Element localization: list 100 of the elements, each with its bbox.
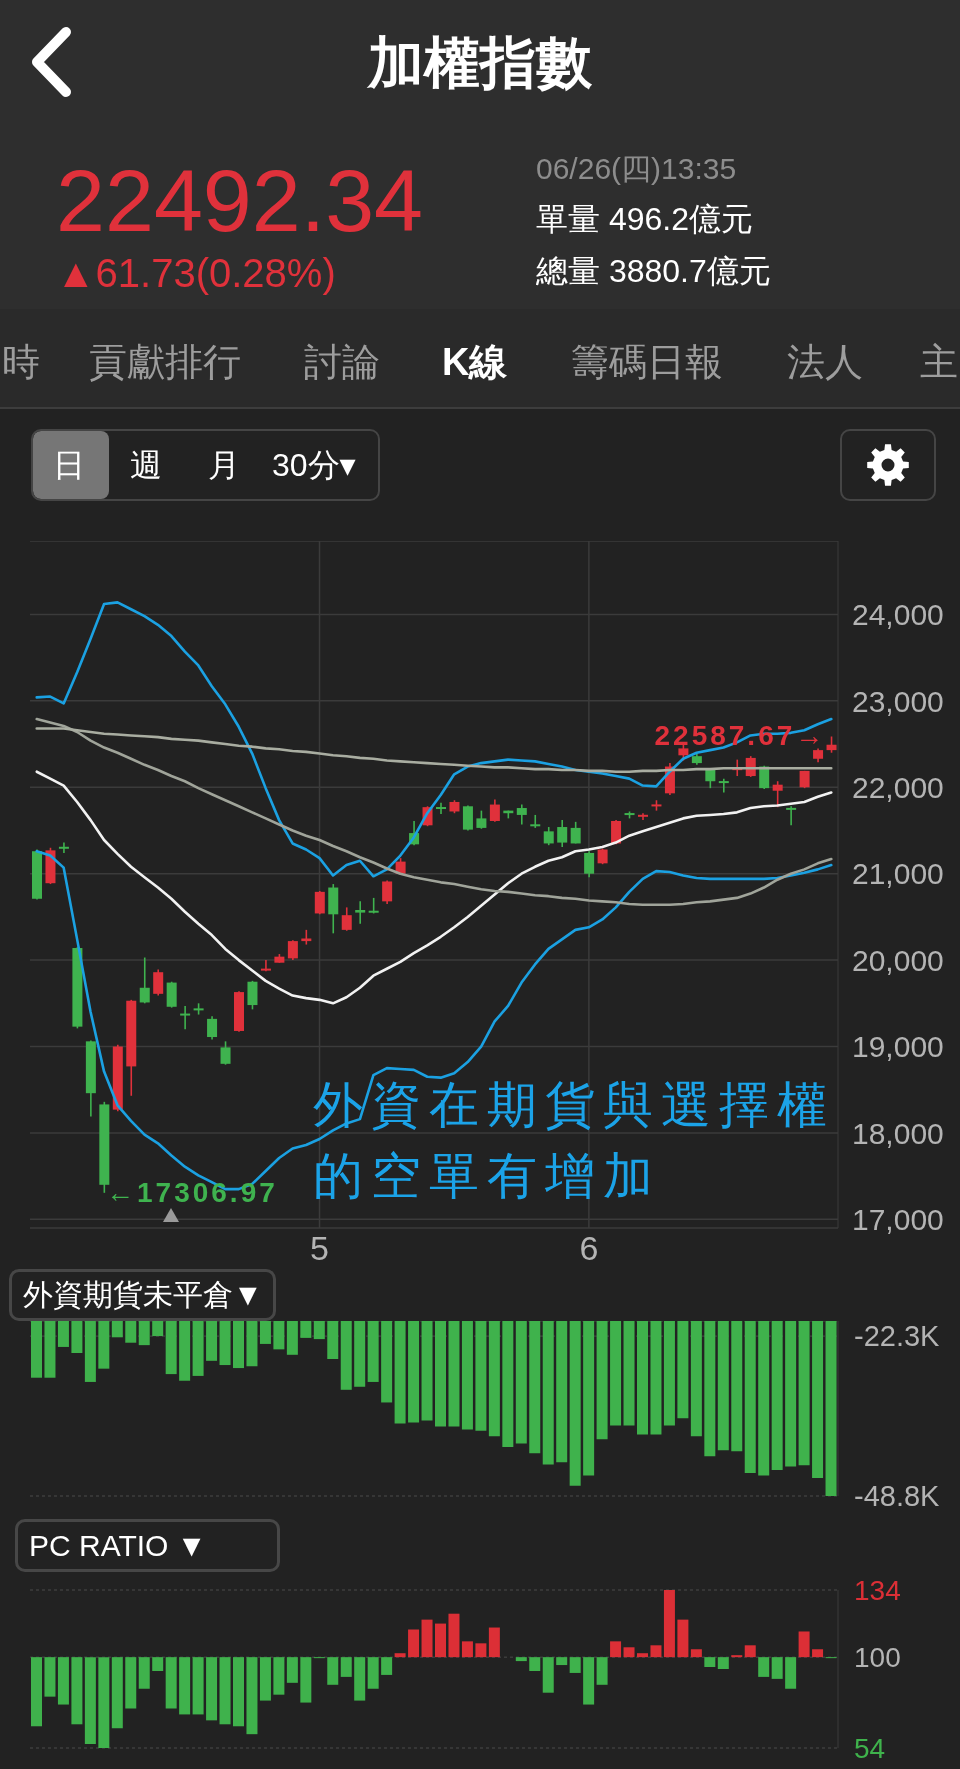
bar [475, 1643, 487, 1658]
bar [610, 1641, 622, 1658]
y-tick-label: 18,000 [852, 1116, 944, 1150]
bar [408, 1629, 420, 1658]
candlestick [207, 1015, 218, 1041]
annotation: ←17306.97 [106, 1177, 278, 1208]
bar [246, 1657, 258, 1735]
bar [785, 1657, 797, 1689]
candlestick [476, 809, 487, 830]
bar [623, 1647, 635, 1658]
bar [152, 1657, 164, 1671]
bar [650, 1645, 662, 1658]
chart-title: 外資期貨未平倉▼ [23, 1278, 263, 1311]
candlestick [584, 850, 595, 878]
y-tick-label: 17,000 [852, 1203, 944, 1237]
bar [569, 1657, 581, 1673]
bar [758, 1657, 770, 1677]
bar [690, 1649, 702, 1658]
y-tick-label: -22.3K [854, 1320, 941, 1353]
y-tick-label: -48.8K [854, 1480, 941, 1513]
bar [542, 1657, 554, 1693]
bar [57, 1657, 69, 1705]
bar [717, 1657, 729, 1669]
candlestick [341, 906, 352, 932]
line-series [35, 601, 833, 878]
y-tick-label: 134 [854, 1574, 901, 1606]
text: 30分▾ [272, 447, 356, 483]
candlestick [718, 777, 729, 794]
text: 討論 [304, 341, 380, 383]
bar [179, 1657, 191, 1715]
candlestick [180, 1005, 191, 1031]
bar [219, 1657, 231, 1725]
text: 22492.34 [56, 151, 424, 250]
text: 籌碼日報 [571, 341, 723, 383]
text: 主 [920, 341, 958, 383]
bar [812, 1649, 824, 1658]
candlestick [153, 968, 164, 997]
bar [677, 1619, 689, 1658]
text: 單量 496.2億元 [536, 201, 753, 237]
bar [165, 1657, 177, 1709]
line-series [35, 770, 833, 1005]
bar [340, 1657, 352, 1677]
bar [704, 1657, 716, 1668]
y-tick-label: 20,000 [852, 943, 944, 977]
y-tick-label: 21,000 [852, 857, 944, 891]
bar [111, 1657, 123, 1729]
bar [206, 1657, 218, 1721]
candlestick [557, 819, 568, 848]
bar [771, 1657, 783, 1679]
bar [663, 1590, 675, 1658]
bar [556, 1657, 568, 1666]
bar [327, 1657, 339, 1685]
y-tick-label: 54 [854, 1732, 886, 1764]
bar [125, 1657, 137, 1709]
y-tick-label: 22,000 [852, 770, 944, 804]
x-tick-label: 5 [310, 1229, 329, 1268]
text: ▲61.73(0.28%) [56, 251, 336, 295]
bar [354, 1657, 366, 1701]
text: 法人 [787, 341, 863, 383]
text: 週 [130, 447, 162, 483]
text: K線 [442, 341, 508, 383]
candlestick [260, 959, 271, 973]
y-tick-label: 24,000 [852, 598, 944, 632]
candlestick [287, 939, 298, 961]
bar [798, 1631, 810, 1658]
bar [421, 1619, 433, 1658]
bar [84, 1657, 96, 1745]
chart-title: 加權指數 [368, 31, 592, 94]
bar [286, 1657, 298, 1683]
bar [381, 1657, 393, 1675]
candlestick [220, 1040, 231, 1066]
candlestick [786, 805, 797, 827]
candlestick [530, 814, 541, 829]
bar [394, 1653, 406, 1658]
bar [44, 1657, 56, 1697]
bar [31, 1657, 42, 1727]
bar [583, 1657, 595, 1705]
candlestick [516, 803, 527, 826]
bar [435, 1623, 446, 1658]
bar [367, 1657, 379, 1689]
bar [259, 1657, 271, 1701]
bar [529, 1657, 541, 1671]
candlestick [462, 804, 473, 832]
x-tick-label: 6 [579, 1229, 599, 1268]
candlestick [247, 980, 258, 1011]
annotation: 外資在期貨與選擇權的空單有增加 [313, 1077, 835, 1204]
chart-title: PC RATIO ▼ [29, 1529, 207, 1562]
y-tick-label: 19,000 [852, 1030, 944, 1064]
y-tick-label: 100 [854, 1642, 901, 1674]
candlestick [314, 890, 325, 916]
candlestick [489, 798, 500, 823]
text: 貢獻排行 [89, 341, 241, 383]
bar [461, 1641, 473, 1658]
candlestick [436, 802, 446, 815]
candlestick [58, 841, 69, 854]
bar [192, 1657, 204, 1715]
y-tick-label: 23,000 [852, 684, 944, 718]
candlestick [543, 826, 554, 846]
line-series [35, 717, 833, 907]
bar [138, 1657, 150, 1689]
